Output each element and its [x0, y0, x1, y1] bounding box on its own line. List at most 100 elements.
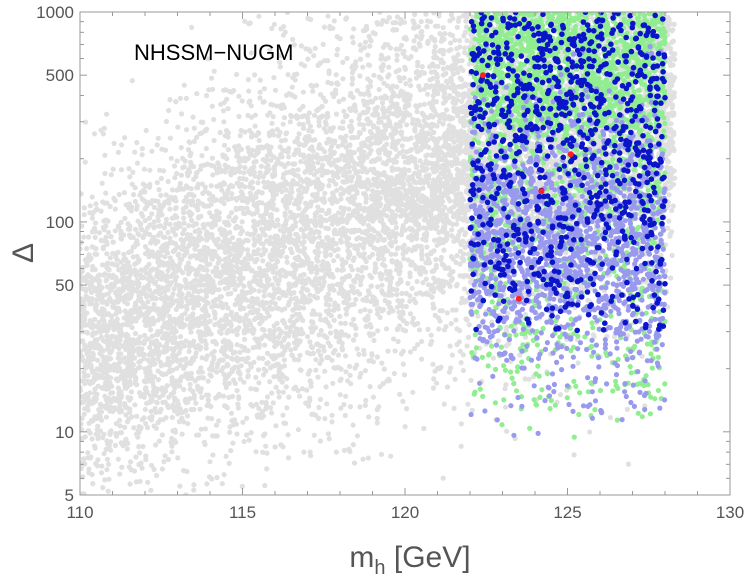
gray-point [362, 307, 368, 313]
gray-point [269, 282, 275, 288]
gray-point [236, 113, 242, 120]
gray-point [100, 246, 106, 252]
gray-point [585, 297, 591, 304]
gray-point [384, 141, 390, 147]
gray-point [174, 158, 180, 164]
gray-point [256, 137, 262, 144]
gray-point [354, 346, 360, 352]
gray-point [394, 52, 400, 58]
gray-point [91, 131, 98, 137]
gray-point [319, 207, 325, 213]
gray-point [152, 405, 158, 412]
gray-point [198, 273, 204, 279]
gray-point [347, 123, 353, 130]
gray-point [424, 152, 431, 158]
gray-point [230, 440, 236, 446]
gray-point [80, 191, 84, 197]
gray-point [134, 160, 141, 166]
gray-point [124, 446, 130, 452]
gray-point [300, 89, 306, 95]
gray-point [418, 19, 424, 25]
gray-point [300, 152, 306, 158]
gray-point [221, 219, 228, 225]
gray-point [465, 401, 471, 407]
gray-point [366, 414, 372, 420]
gray-point [267, 234, 273, 240]
gray-point [217, 226, 224, 232]
gray-point [122, 424, 128, 430]
gray-point [462, 244, 468, 250]
gray-point [255, 130, 261, 136]
gray-point [281, 244, 288, 250]
gray-point [102, 477, 108, 483]
gray-point [141, 166, 147, 172]
gray-point [218, 317, 224, 323]
gray-point [406, 167, 412, 173]
gray-point [338, 185, 344, 191]
gray-point [81, 212, 87, 218]
gray-point [306, 110, 312, 116]
gray-point [216, 358, 222, 364]
gray-point [367, 62, 373, 68]
gray-point [171, 163, 178, 169]
gray-point [316, 404, 322, 411]
gray-point [419, 356, 425, 362]
gray-point [105, 260, 111, 266]
gray-point [149, 148, 155, 154]
gray-point [145, 425, 151, 431]
gray-point [103, 414, 109, 420]
gray-point [298, 43, 304, 49]
gray-point [98, 237, 104, 243]
gray-point [226, 380, 232, 386]
gray-point [81, 205, 87, 211]
gray-point [233, 196, 239, 202]
gray-point [234, 71, 240, 78]
gray-point [211, 116, 217, 123]
gray-point [147, 345, 153, 351]
gray-point [166, 313, 173, 319]
gray-point [387, 157, 393, 163]
gray-point [316, 332, 322, 338]
gray-point [120, 287, 126, 293]
gray-point [461, 159, 467, 165]
gray-point [220, 305, 226, 311]
gray-point [167, 367, 173, 373]
gray-point [127, 481, 133, 487]
gray-point [256, 405, 262, 411]
gray-point [207, 210, 213, 216]
gray-point [625, 461, 632, 467]
gray-point [315, 204, 321, 210]
gray-point [291, 42, 297, 48]
gray-point [434, 380, 440, 386]
gray-point [425, 326, 431, 332]
gray-point [348, 263, 354, 269]
gray-point [122, 135, 128, 141]
gray-point [400, 398, 406, 404]
gray-point [233, 225, 239, 231]
gray-point [171, 334, 178, 340]
gray-point [381, 366, 387, 372]
gray-point [433, 265, 439, 271]
gray-point [126, 166, 132, 172]
gray-point [221, 472, 227, 478]
gray-point [607, 415, 614, 421]
gray-point [119, 464, 125, 470]
gray-point [95, 457, 101, 463]
gray-point [365, 455, 371, 461]
gray-point [292, 94, 298, 100]
gray-point [233, 205, 239, 211]
gray-point [362, 45, 368, 51]
gray-point [155, 368, 161, 374]
gray-point [457, 328, 463, 334]
gray-point [148, 267, 154, 273]
gray-point [80, 421, 84, 427]
gray-point [128, 389, 134, 395]
gray-point [179, 303, 185, 309]
gray-point [186, 269, 193, 275]
gray-point [153, 425, 159, 431]
gray-point [268, 157, 274, 163]
gray-point [235, 405, 241, 411]
gray-point [81, 411, 87, 417]
gray-point [134, 139, 140, 146]
gray-point [107, 203, 113, 210]
